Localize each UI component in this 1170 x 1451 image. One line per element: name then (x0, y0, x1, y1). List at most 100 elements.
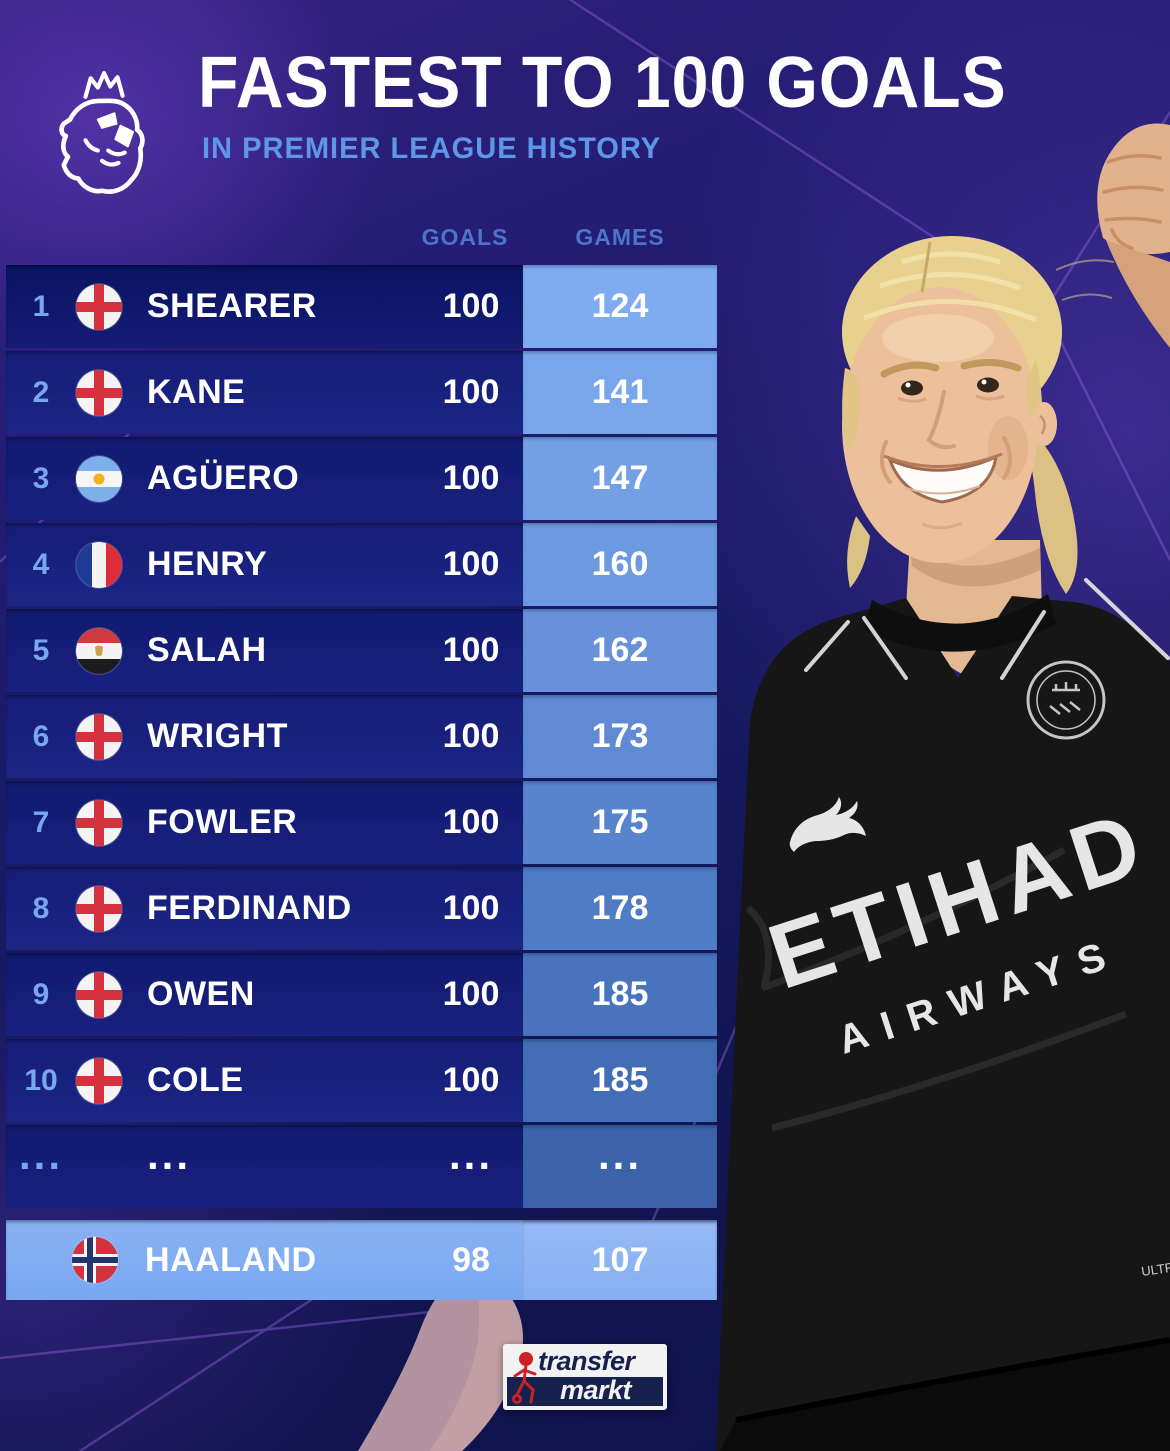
norway-flag-icon (72, 1237, 118, 1283)
player-name: FOWLER (147, 803, 298, 841)
player-name: FERDINAND (147, 889, 352, 927)
ranking-table: 1 SHEARER 100 124 2 KANE 100 141 3 AGÜERO 100 147 4 H… (6, 265, 717, 1303)
games-cell: 173 (523, 695, 717, 778)
argentina-flag-icon (76, 455, 122, 502)
england-flag-icon (76, 713, 122, 760)
egypt-flag-icon (76, 627, 122, 674)
rank-cell: 8 (32, 891, 50, 925)
player-name: SHEARER (147, 287, 317, 325)
goals-cell: 100 (442, 1061, 500, 1099)
table-row: 8 FERDINAND 100 178 (6, 867, 717, 950)
column-header-games: GAMES (575, 224, 665, 250)
goals-cell: 98 (452, 1240, 490, 1279)
rank-cell: 9 (32, 977, 50, 1011)
goals-cell: 100 (442, 717, 500, 755)
face-features (879, 359, 1022, 530)
england-flag-icon (76, 283, 122, 330)
england-flag-icon (76, 799, 122, 846)
svg-text:AIRWAYS: AIRWAYS (833, 930, 1126, 1063)
rank-cell: 2 (32, 375, 50, 409)
england-flag-icon (76, 1057, 122, 1104)
crown-icon (83, 71, 125, 99)
raised-fist (1097, 123, 1170, 348)
jersey-small-text: ULTR (1140, 1260, 1170, 1279)
games-cell: 147 (523, 437, 717, 520)
england-flag-icon (76, 971, 122, 1018)
player-name: ... (147, 1130, 192, 1178)
england-flag-icon (76, 369, 122, 416)
goals-cell: 100 (442, 975, 500, 1013)
goals-cell: 100 (442, 459, 500, 497)
column-header-goals: GOALS (421, 224, 509, 250)
england-flag-icon (76, 885, 122, 932)
table-row: 6 WRIGHT 100 173 (6, 695, 717, 778)
rank-cell: 6 (32, 719, 50, 753)
games-cell: 141 (523, 351, 717, 434)
england-flag-icon (76, 1057, 122, 1104)
transfermarkt-logo: transfer markt (503, 1344, 667, 1410)
goals-cell: 100 (442, 631, 500, 669)
player-name: HENRY (147, 545, 268, 583)
table-row: 4 HENRY 100 160 (6, 523, 717, 606)
england-flag-icon (76, 369, 122, 416)
games-cell: 107 (523, 1220, 717, 1300)
games-cell: 185 (523, 953, 717, 1036)
player-name: HAALAND (145, 1240, 317, 1279)
club-badge-icon (1026, 660, 1106, 740)
norway-flag-icon (72, 1237, 118, 1283)
rank-cell: 4 (32, 547, 50, 581)
jersey-sponsor-text: ETIHAD AIRWAYS (757, 791, 1160, 1063)
transfermarkt-player-icon (512, 1352, 537, 1404)
table-row: 9 OWEN 100 185 (6, 953, 717, 1036)
games-cell: 124 (523, 265, 717, 348)
rank-cell (6, 1220, 76, 1300)
table-row-haaland: HAALAND 98 107 (6, 1220, 717, 1300)
england-flag-icon (76, 713, 122, 760)
goals-cell: 100 (442, 373, 500, 411)
england-flag-icon (76, 799, 122, 846)
player-name: SALAH (147, 631, 267, 669)
player-name: OWEN (147, 975, 255, 1013)
transfermarkt-wordmark-top: transfer (507, 1348, 663, 1377)
argentina-flag-icon (76, 455, 122, 502)
games-cell: 160 (523, 523, 717, 606)
rank-cell: 7 (32, 805, 50, 839)
svg-text:ETIHAD: ETIHAD (757, 791, 1160, 1009)
rank-cell: 10 (24, 1063, 58, 1097)
table-row: 3 AGÜERO 100 147 (6, 437, 717, 520)
table-row: 7 FOWLER 100 175 (6, 781, 717, 864)
page-title: FASTEST TO 100 GOALS (198, 43, 1007, 123)
rank-cell: 5 (32, 633, 50, 667)
england-flag-icon (76, 283, 122, 330)
table-row: 5 SALAH 100 162 (6, 609, 717, 692)
rank-cell: ... (18, 1130, 63, 1178)
goals-cell: 100 (442, 545, 500, 583)
france-flag-icon (76, 541, 122, 588)
goals-cell: 100 (442, 803, 500, 841)
england-flag-icon (76, 885, 122, 932)
table-row: ............ (6, 1125, 717, 1208)
puma-logo-icon (789, 797, 866, 852)
page-subtitle: IN PREMIER LEAGUE HISTORY (202, 132, 662, 165)
games-cell: 178 (523, 867, 717, 950)
player-name: AGÜERO (147, 459, 300, 497)
goals-cell: 100 (442, 287, 500, 325)
table-row: 10 COLE 100 185 (6, 1039, 717, 1122)
table-row: 1 SHEARER 100 124 (6, 265, 717, 348)
england-flag-icon (76, 971, 122, 1018)
player-name: COLE (147, 1061, 244, 1099)
player-name: WRIGHT (147, 717, 288, 755)
hair (842, 236, 1062, 428)
premier-league-logo (59, 71, 145, 194)
lion-head (59, 98, 145, 194)
face (842, 287, 1038, 563)
egypt-flag-icon (76, 627, 122, 674)
games-cell: 175 (523, 781, 717, 864)
games-cell: 162 (523, 609, 717, 692)
goals-cell: 100 (442, 889, 500, 927)
rank-cell: 1 (32, 289, 50, 323)
player-name: KANE (147, 373, 246, 411)
france-flag-icon (76, 541, 122, 588)
games-cell: ... (523, 1125, 717, 1208)
